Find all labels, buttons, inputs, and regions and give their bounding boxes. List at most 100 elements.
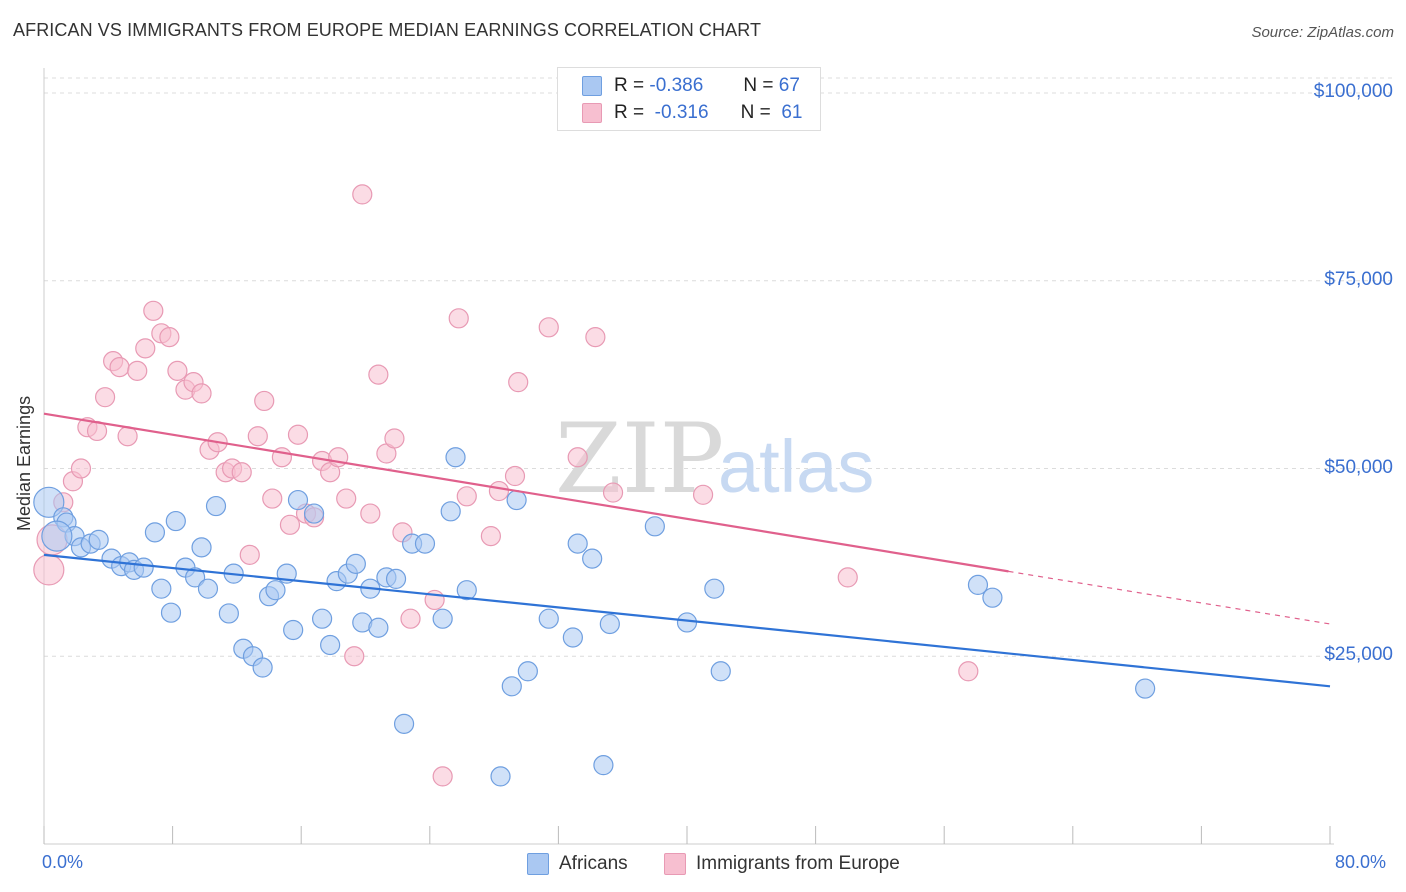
point-europe [231,462,252,483]
point-africans [303,503,325,524]
chart-title: AFRICAN VS IMMIGRANTS FROM EUROPE MEDIAN… [13,20,762,40]
trend-line-europe [43,412,1009,573]
point-africans [440,501,461,522]
point-europe [602,482,624,503]
point-africans [287,489,309,511]
series-africans-points [33,447,1156,787]
legend-r-value-europe: -0.316 [654,102,709,123]
point-europe [167,360,188,381]
y-tick-label: $50,000 [1324,456,1393,478]
point-europe [70,458,92,479]
bottom-legend-label-europe: Immigrants from Europe [696,853,900,874]
bottom-legend-swatch-europe [664,853,686,875]
point-europe [159,326,180,348]
point-africans [185,567,206,588]
point-africans [593,755,614,776]
legend-n-value-africans: 67 [778,75,800,96]
point-africans [582,548,603,569]
point-africans [151,578,172,599]
point-europe [352,184,373,205]
gridlines [44,77,1394,657]
point-africans [967,574,989,596]
point-africans [562,627,583,648]
legend-n-label: N = [740,102,771,123]
point-europe [33,554,65,586]
point-africans [982,587,1003,608]
y-axis-title: Median Earnings [14,395,34,531]
point-africans [33,486,65,518]
point-africans [320,634,341,656]
point-africans [133,557,154,578]
point-africans [676,612,698,633]
legend-row-africans: R = -0.386 N = 67 [582,73,800,99]
correlation-legend: R = -0.386 N = 67 R = -0.316 N = 61 [557,67,821,131]
bottom-legend-label-africans: Africans [559,853,628,874]
point-europe [94,387,116,408]
point-europe [262,488,283,509]
point-africans [218,603,239,624]
bottom-legend-swatch-africans [527,853,549,875]
point-africans [490,766,511,787]
y-tick-label: $75,000 [1324,268,1393,290]
axes [43,68,1334,845]
point-europe [504,465,526,487]
point-africans [191,537,212,558]
point-africans [41,520,73,552]
trend-line-europe-extension [1008,570,1331,625]
point-europe [585,326,606,348]
point-africans [644,516,665,537]
point-europe [368,364,389,385]
point-europe [344,646,365,667]
legend-row-europe: R = -0.316 N = 61 [582,100,802,126]
point-africans [538,608,559,629]
point-africans [368,617,389,638]
point-africans [506,489,527,511]
point-africans [345,553,366,574]
point-europe [247,426,268,447]
point-africans [414,533,436,554]
bottom-legend-europe[interactable]: Immigrants from Europe [664,851,900,877]
point-africans [393,713,415,734]
point-africans [197,578,219,599]
point-europe [432,766,453,787]
point-africans [517,661,538,682]
point-africans [311,608,333,629]
legend-r-label: R = [614,102,645,123]
point-africans [710,661,731,682]
trend-lines [43,412,1331,688]
legend-n-label: N = [743,75,774,96]
point-africans [165,510,186,532]
point-europe [384,428,405,449]
point-africans [144,522,166,543]
point-europe [254,390,275,412]
point-africans [456,580,477,601]
point-africans [160,602,182,623]
point-europe [480,525,501,547]
bottom-legend-africans[interactable]: Africans [527,851,628,877]
point-europe [488,480,510,502]
point-africans [283,619,304,641]
point-europe [287,424,309,445]
point-europe [191,383,212,404]
trend-line-africans [43,553,1331,688]
point-europe [958,661,979,682]
point-europe [279,514,301,535]
point-africans [599,613,620,635]
legend-n-value-europe: 61 [781,102,803,123]
point-europe [336,488,357,509]
point-europe [135,338,156,359]
point-africans [704,578,725,599]
legend-swatch-africans [582,76,602,96]
point-africans [252,657,273,678]
point-europe [117,426,138,447]
point-africans [567,533,588,554]
y-tick-label: $100,000 [1313,81,1393,103]
watermark-atlas: atlas [718,425,874,508]
x-min-label: 0.0% [42,852,84,872]
y-tick-label: $25,000 [1324,644,1393,666]
point-europe [508,372,529,393]
point-europe [567,447,588,468]
point-europe [456,486,477,507]
point-europe [538,317,559,338]
